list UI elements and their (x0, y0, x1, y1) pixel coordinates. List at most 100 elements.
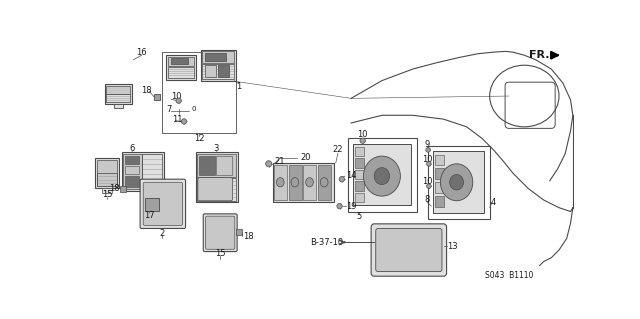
Circle shape (266, 161, 272, 167)
Circle shape (426, 184, 431, 189)
Bar (154, 94, 160, 100)
Bar (197, 154, 236, 177)
Bar (102, 189, 113, 193)
Bar (105, 85, 132, 104)
Ellipse shape (440, 164, 473, 201)
Bar (428, 146, 490, 219)
Text: 2: 2 (160, 229, 165, 238)
Bar (348, 138, 417, 211)
Bar (114, 104, 123, 108)
Text: 18: 18 (109, 184, 119, 193)
Bar (125, 176, 139, 187)
Text: 15: 15 (215, 249, 225, 258)
Bar (202, 64, 234, 79)
Bar (355, 170, 364, 179)
Text: 7: 7 (166, 105, 172, 114)
Text: 21: 21 (274, 157, 285, 166)
Bar (200, 156, 215, 174)
Text: 22: 22 (333, 145, 343, 154)
Text: 3: 3 (214, 144, 219, 153)
Bar (145, 198, 159, 211)
Ellipse shape (320, 178, 328, 187)
FancyBboxPatch shape (371, 224, 447, 276)
Bar (120, 186, 126, 191)
Text: 1: 1 (236, 82, 241, 91)
Text: S043  B1110: S043 B1110 (484, 271, 533, 280)
Circle shape (426, 161, 431, 166)
Ellipse shape (450, 174, 463, 190)
Bar (201, 50, 236, 81)
FancyBboxPatch shape (198, 178, 232, 201)
FancyBboxPatch shape (143, 182, 182, 226)
Bar (122, 152, 164, 191)
Bar (273, 163, 334, 202)
Bar (125, 156, 139, 164)
Bar (435, 168, 444, 179)
Ellipse shape (291, 178, 299, 187)
Text: 9: 9 (425, 140, 430, 149)
Bar (435, 182, 444, 193)
Text: 16: 16 (136, 48, 147, 57)
Bar (216, 156, 232, 174)
Bar (318, 165, 331, 200)
Bar (168, 57, 194, 66)
Bar (433, 152, 484, 213)
Ellipse shape (374, 168, 390, 185)
Bar (355, 182, 364, 191)
Bar (205, 65, 216, 77)
Ellipse shape (306, 178, 314, 187)
Text: 18: 18 (243, 232, 254, 241)
Bar (97, 160, 117, 186)
Text: 17: 17 (144, 211, 155, 220)
FancyBboxPatch shape (205, 216, 235, 249)
Text: 6: 6 (130, 144, 135, 153)
Text: 19: 19 (346, 202, 357, 211)
Text: FR.: FR. (529, 50, 550, 60)
Bar (97, 173, 117, 186)
Circle shape (176, 98, 181, 103)
Text: 20: 20 (300, 153, 311, 162)
Bar (274, 165, 287, 200)
Bar (197, 178, 236, 201)
Bar (143, 154, 163, 189)
Bar (218, 65, 230, 77)
Circle shape (426, 148, 431, 152)
Bar (202, 51, 234, 63)
Text: 5: 5 (356, 212, 362, 221)
Bar (196, 152, 238, 202)
Text: 10: 10 (357, 130, 368, 139)
Bar (236, 229, 242, 235)
Text: 15: 15 (102, 190, 112, 199)
Text: 8: 8 (425, 196, 430, 204)
Bar (355, 193, 364, 202)
Bar (171, 58, 188, 64)
FancyBboxPatch shape (376, 228, 442, 271)
Circle shape (337, 204, 342, 209)
Bar (355, 159, 364, 168)
Text: 12: 12 (194, 134, 205, 143)
Text: 10: 10 (171, 92, 181, 101)
Text: 13: 13 (447, 242, 458, 251)
Bar (163, 52, 236, 133)
FancyBboxPatch shape (140, 179, 186, 228)
Bar (166, 55, 196, 80)
Text: 18: 18 (141, 86, 152, 95)
Bar (205, 53, 227, 61)
Circle shape (339, 176, 344, 182)
Bar (168, 67, 194, 78)
Text: 10: 10 (422, 177, 433, 186)
Bar (95, 158, 118, 189)
Bar (303, 165, 316, 200)
Bar (289, 165, 302, 200)
Bar (106, 86, 130, 94)
Bar (125, 166, 139, 174)
Circle shape (360, 138, 365, 143)
Ellipse shape (364, 156, 401, 196)
Bar (355, 147, 364, 156)
Bar (123, 154, 141, 189)
Ellipse shape (276, 178, 284, 187)
Text: 11: 11 (172, 115, 182, 124)
Bar (106, 94, 130, 102)
Text: 14: 14 (346, 171, 356, 180)
Bar (435, 154, 444, 165)
